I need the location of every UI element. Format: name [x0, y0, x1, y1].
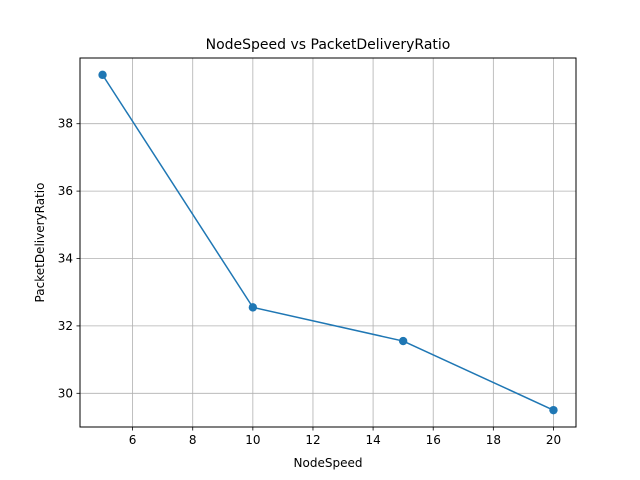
series-layer	[98, 70, 558, 415]
grid-lines	[80, 58, 576, 427]
data-point	[549, 405, 558, 415]
x-tick-label: 6	[129, 433, 137, 447]
data-point	[98, 70, 107, 80]
y-tick-label: 38	[58, 117, 73, 131]
y-tick-label: 36	[58, 184, 73, 198]
plot-frame	[79, 57, 577, 428]
y-tick-label: 30	[58, 386, 73, 400]
x-tick-label: 10	[245, 433, 260, 447]
x-tick-label: 12	[305, 433, 320, 447]
series-line	[101, 74, 554, 411]
x-tick-label: 18	[486, 433, 501, 447]
y-tick-label: 34	[58, 252, 73, 266]
x-tick-label: 8	[189, 433, 197, 447]
chart-title: NodeSpeed vs PacketDeliveryRatio	[206, 37, 451, 53]
data-point	[398, 336, 408, 346]
x-tick-label: 14	[365, 433, 380, 447]
x-tick-label: 16	[426, 433, 441, 447]
y-axis-label: PacketDeliveryRatio	[33, 183, 47, 303]
data-point	[248, 303, 258, 312]
x-axis-ticks: 6 8 10 12 14 16 18 20	[129, 427, 561, 447]
y-tick-label: 32	[58, 319, 73, 333]
x-axis-label: NodeSpeed	[294, 456, 363, 470]
x-tick-label: 20	[546, 433, 561, 447]
y-axis-ticks: 30 32 34 36 38	[58, 117, 80, 400]
